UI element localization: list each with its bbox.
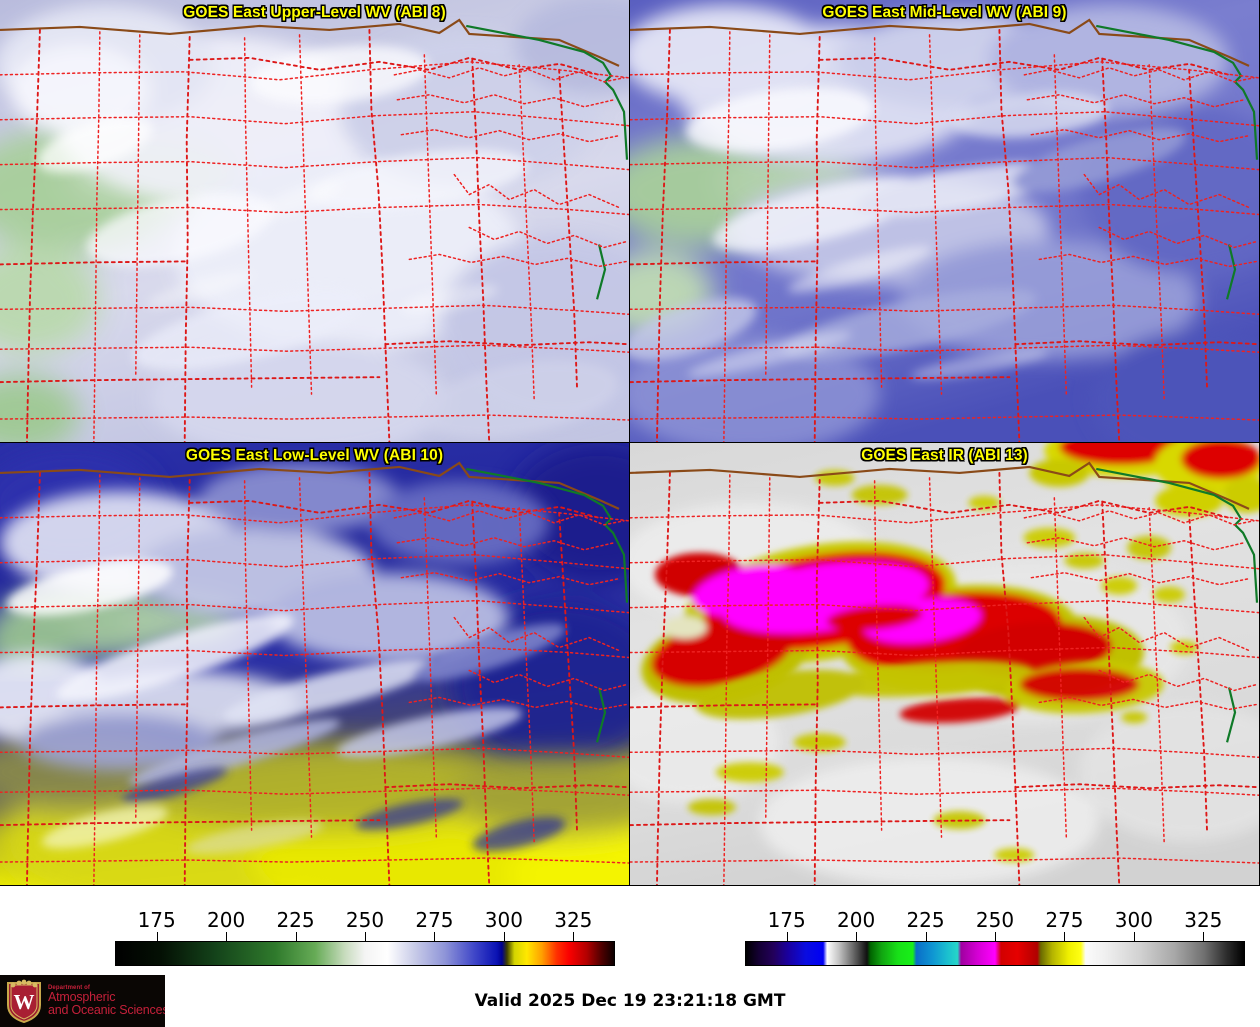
colorbar-tick-mark	[365, 932, 366, 941]
colorbar-tick-mark	[1203, 932, 1205, 941]
colorbar-tick-label: 225	[276, 908, 315, 932]
colorbar-tick-label: 300	[484, 908, 523, 932]
logo-line-1: Atmospheric	[48, 990, 116, 1005]
panel-low-level-wv-image	[0, 443, 629, 885]
colorbar-area: 175 200 225 250 275 300 325 175 200 225 250 275 300…	[0, 886, 1260, 975]
svg-text:W: W	[14, 990, 35, 1014]
colorbar-tick-mark	[1064, 932, 1066, 941]
ir-colorbar-group: 175 200 225 250 275 300 325	[630, 886, 1260, 975]
colorbar-tick-mark	[156, 932, 158, 941]
ir-colorbar-bar	[745, 941, 1245, 966]
ir-colorbar-tick-labels: 175 200 225 250 275 300 325	[745, 908, 1245, 932]
colorbar-tick-mark	[995, 932, 996, 941]
wv-colorbar-tick-labels: 175 200 225 250 275 300 325	[115, 908, 615, 932]
colorbar-tick-label: 175	[767, 908, 806, 932]
uw-crest-icon: W	[5, 979, 43, 1024]
colorbar-tick-label: 200	[837, 908, 876, 932]
wv-colorbar-group: 175 200 225 250 275 300 325	[0, 886, 630, 975]
colorbar-tick-label: 325	[1184, 908, 1223, 932]
colorbar-tick-label: 300	[1114, 908, 1153, 932]
colorbar-tick-mark	[503, 932, 505, 941]
colorbar-tick-mark	[573, 932, 575, 941]
panel-upper-level-wv[interactable]: GOES East Upper-Level WV (ABI 8)	[0, 0, 630, 443]
panel-low-level-wv[interactable]: GOES East Low-Level WV (ABI 10)	[0, 443, 630, 886]
colorbar-tick-label: 225	[906, 908, 945, 932]
valid-time-text: Valid 2025 Dec 19 23:21:18 GMT	[474, 991, 786, 1011]
colorbar-tick-label: 250	[345, 908, 385, 932]
panel-mid-level-wv-image	[630, 0, 1259, 442]
colorbar-tick-mark	[925, 932, 927, 941]
uw-aos-logo[interactable]: W Department of Atmospheric and Oceanic …	[0, 975, 165, 1027]
panel-upper-level-wv-image	[0, 0, 629, 442]
wv-colorbar-gradient	[116, 942, 614, 965]
satellite-panel-grid: GOES East Upper-Level WV (ABI 8)	[0, 0, 1260, 886]
colorbar-tick-label: 200	[207, 908, 246, 932]
colorbar-tick-mark	[434, 932, 436, 941]
panel-ir[interactable]: GOES East IR (ABI 13)	[630, 443, 1260, 886]
ir-colorbar-gradient	[746, 942, 1244, 965]
panel-ir-image	[630, 443, 1259, 885]
colorbar-tick-mark	[1133, 932, 1135, 941]
logo-department-label: Department of	[48, 984, 90, 991]
colorbar-tick-label: 325	[554, 908, 593, 932]
ir-colorbar-ticks	[745, 932, 1245, 941]
panel-mid-level-wv[interactable]: GOES East Mid-Level WV (ABI 9)	[630, 0, 1260, 443]
uw-logo-text: Department of Atmospheric and Oceanic Sc…	[48, 985, 165, 1018]
colorbar-tick-mark	[226, 932, 228, 941]
logo-line-2: and Oceanic Sciences	[48, 1003, 165, 1018]
colorbar-tick-mark	[295, 932, 297, 941]
colorbar-tick-label: 250	[975, 908, 1015, 932]
colorbar-tick-mark	[786, 932, 788, 941]
colorbar-tick-label: 275	[415, 908, 454, 932]
colorbar-tick-label: 175	[137, 908, 176, 932]
colorbar-tick-label: 275	[1045, 908, 1084, 932]
wv-colorbar-ticks	[115, 932, 615, 941]
footer: Valid 2025 Dec 19 23:21:18 GMT W Departm…	[0, 975, 1260, 1027]
wv-colorbar-bar	[115, 941, 615, 966]
colorbar-tick-mark	[856, 932, 858, 941]
